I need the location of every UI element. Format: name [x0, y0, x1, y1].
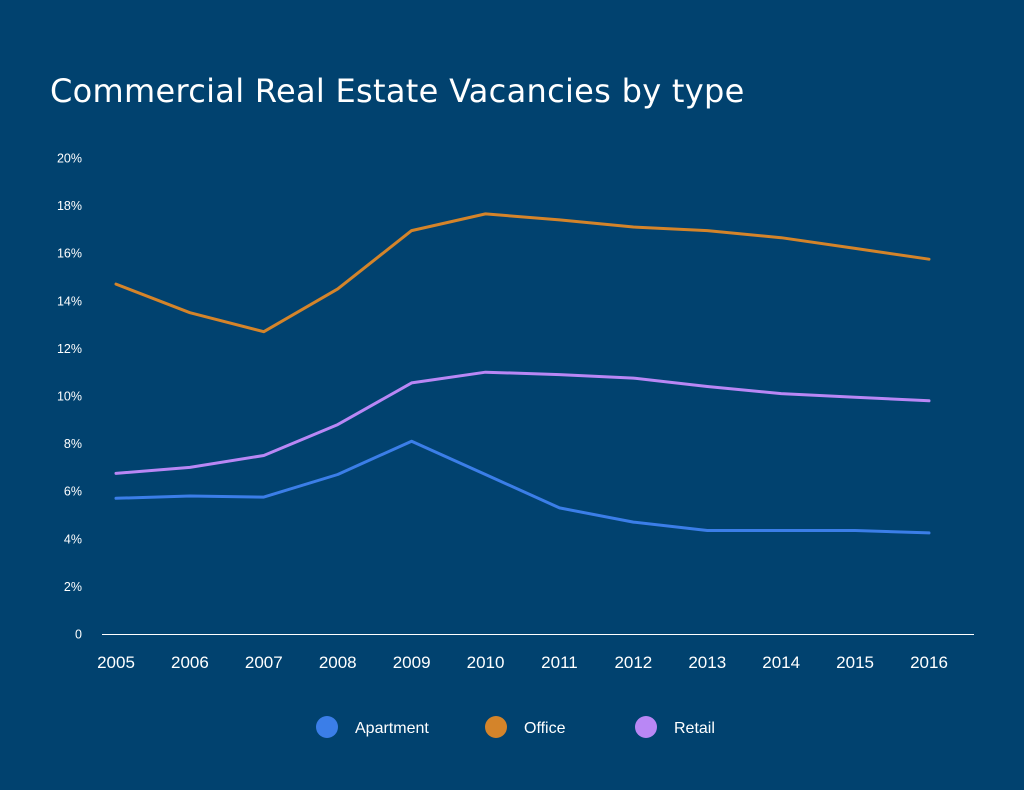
x-tick-label: 2005: [97, 653, 135, 672]
x-tick-label: 2011: [541, 653, 578, 672]
y-tick-label: 6%: [64, 485, 82, 499]
y-tick-label: 0: [75, 628, 82, 642]
x-tick-label: 2006: [171, 653, 209, 672]
y-tick-label: 18%: [57, 199, 82, 213]
x-tick-label: 2016: [910, 653, 948, 672]
legend-marker-retail: [635, 716, 657, 738]
series-line-office: [114, 212, 931, 334]
x-tick-label: 2010: [467, 653, 505, 672]
chart-title: Commercial Real Estate Vacancies by type: [50, 72, 745, 110]
x-tick-label: 2007: [245, 653, 283, 672]
x-tick-label: 2012: [614, 653, 652, 672]
y-tick-label: 20%: [57, 152, 82, 166]
legend: Apartment Office Retail: [316, 716, 715, 738]
legend-label-office: Office: [524, 720, 566, 737]
y-axis-ticks: 0 2% 4% 6% 8% 10% 12% 14% 16% 18% 20%: [57, 152, 82, 642]
y-tick-label: 4%: [64, 532, 82, 546]
x-tick-label: 2015: [836, 653, 874, 672]
series-line-apartment: [114, 439, 931, 535]
legend-label-retail: Retail: [674, 720, 715, 737]
y-tick-label: 16%: [57, 247, 82, 261]
y-tick-label: 14%: [57, 294, 82, 308]
legend-marker-apartment: [316, 716, 338, 738]
x-axis-ticks: 2005 2006 2007 2008 2009 2010 2011 2012 2013 2014…: [97, 653, 948, 672]
y-tick-label: 12%: [57, 342, 82, 356]
y-tick-label: 8%: [64, 437, 82, 451]
x-tick-label: 2009: [393, 653, 431, 672]
legend-marker-office: [485, 716, 507, 738]
x-tick-label: 2014: [762, 653, 800, 672]
x-tick-label: 2008: [319, 653, 357, 672]
legend-label-apartment: Apartment: [355, 720, 429, 737]
series-lines: [114, 212, 931, 535]
y-tick-label: 10%: [57, 390, 82, 404]
x-tick-label: 2013: [688, 653, 726, 672]
series-line-retail: [114, 370, 931, 475]
y-tick-label: 2%: [64, 580, 82, 594]
